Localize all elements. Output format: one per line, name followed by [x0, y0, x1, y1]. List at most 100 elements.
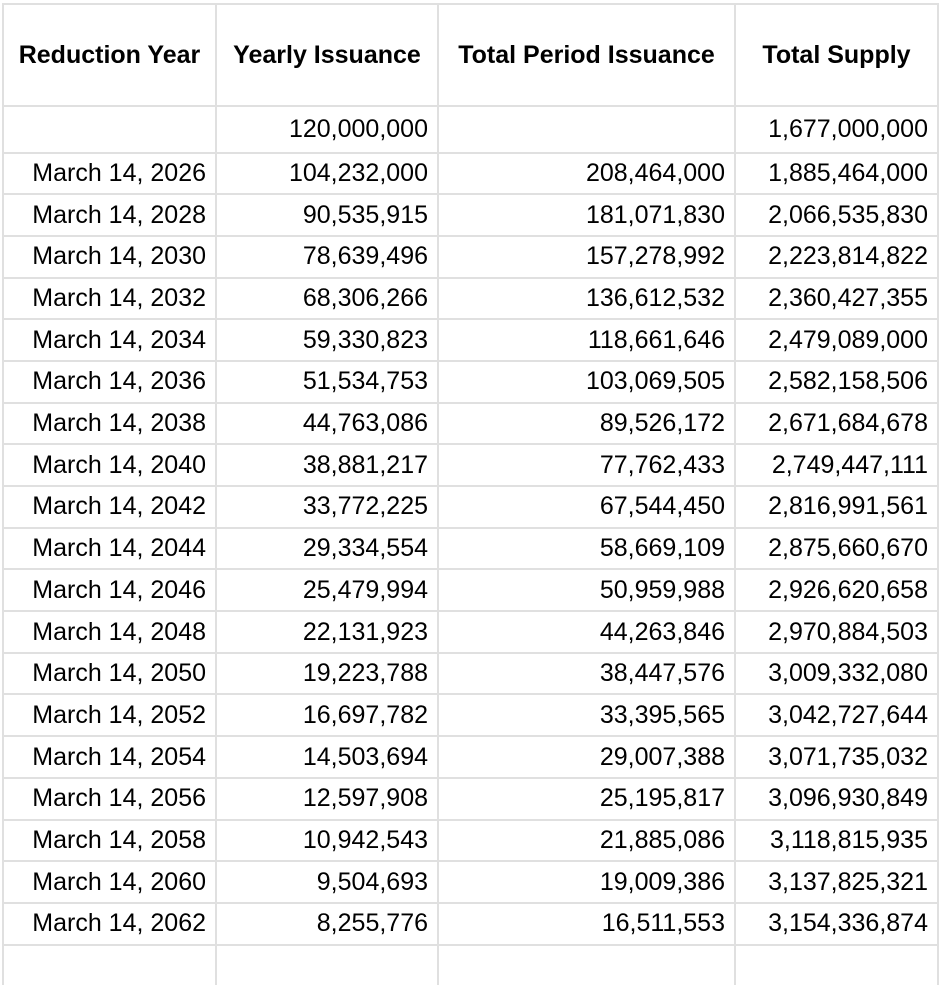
table-cell[interactable]	[437, 105, 736, 154]
table-cell[interactable]: 3,042,727,644	[734, 693, 939, 738]
table-cell[interactable]: March 14, 2048	[2, 610, 217, 654]
table-cell[interactable]: March 14, 2054	[2, 735, 217, 779]
table-row-partial	[2, 943, 939, 985]
table-cell[interactable]: 59,330,823	[215, 318, 439, 362]
table-cell[interactable]: 9,504,693	[215, 860, 439, 904]
table-cell[interactable]: 44,263,846	[437, 610, 736, 654]
table-cell[interactable]: March 14, 2044	[2, 526, 217, 571]
table-cell[interactable]: 3,118,815,935	[734, 818, 939, 863]
table-cell[interactable]: 51,534,753	[215, 359, 439, 404]
table-cell[interactable]: 103,069,505	[437, 359, 736, 404]
table-cell[interactable]: 29,334,554	[215, 526, 439, 571]
table-row: March 14, 2026 104,232,000 208,464,000 1,88…	[2, 151, 939, 196]
table-cell[interactable]: 25,195,817	[437, 776, 736, 821]
column-header-yearly-issuance[interactable]: Yearly Issuance	[215, 3, 439, 107]
table-cell[interactable]: 2,816,991,561	[734, 485, 939, 529]
table-cell[interactable]: 3,154,336,874	[734, 901, 939, 946]
table-cell[interactable]: 104,232,000	[215, 151, 439, 196]
table-cell[interactable]: 2,926,620,658	[734, 568, 939, 613]
table-cell[interactable]: 10,942,543	[215, 818, 439, 863]
table-cell[interactable]: 2,479,089,000	[734, 318, 939, 362]
table-cell[interactable]: 68,306,266	[215, 276, 439, 321]
table-cell[interactable]: 29,007,388	[437, 735, 736, 779]
table-cell[interactable]: March 14, 2032	[2, 276, 217, 321]
table-cell[interactable]: 3,096,930,849	[734, 776, 939, 821]
table-cell[interactable]: 120,000,000	[215, 105, 439, 154]
table-cell[interactable]: March 14, 2040	[2, 443, 217, 487]
table-cell[interactable]: 2,066,535,830	[734, 193, 939, 237]
table-cell[interactable]: 77,762,433	[437, 443, 736, 487]
table-cell[interactable]: 181,071,830	[437, 193, 736, 237]
table-cell[interactable]: March 14, 2030	[2, 234, 217, 279]
table-cell-empty[interactable]	[734, 943, 939, 985]
table-cell[interactable]: 90,535,915	[215, 193, 439, 237]
table-cell[interactable]: 2,875,660,670	[734, 526, 939, 571]
table-cell[interactable]: 3,009,332,080	[734, 651, 939, 696]
table-cell[interactable]: March 14, 2034	[2, 318, 217, 362]
table-row: March 14, 2058 10,942,543 21,885,086 3,118,…	[2, 818, 939, 863]
table-cell[interactable]: 67,544,450	[437, 485, 736, 529]
table-cell-empty[interactable]	[215, 943, 439, 985]
table-cell[interactable]: March 14, 2046	[2, 568, 217, 613]
table-cell[interactable]: 16,697,782	[215, 693, 439, 738]
column-header-total-supply[interactable]: Total Supply	[734, 3, 939, 107]
table-cell[interactable]: 38,881,217	[215, 443, 439, 487]
table-row: March 14, 2060 9,504,693 19,009,386 3,137,8…	[2, 860, 939, 904]
table-cell-empty[interactable]	[437, 943, 736, 985]
table-cell[interactable]: 33,772,225	[215, 485, 439, 529]
table-cell[interactable]: 208,464,000	[437, 151, 736, 196]
column-header-total-period-issuance[interactable]: Total Period Issuance	[437, 3, 736, 107]
table-cell[interactable]: 2,671,684,678	[734, 401, 939, 446]
table-row: March 14, 2054 14,503,694 29,007,388 3,071,…	[2, 735, 939, 779]
table-cell[interactable]: 3,137,825,321	[734, 860, 939, 904]
issuance-schedule-table: Reduction Year Yearly Issuance Total Per…	[2, 3, 939, 985]
table-cell[interactable]: 157,278,992	[437, 234, 736, 279]
table-cell[interactable]: 44,763,086	[215, 401, 439, 446]
table-cell[interactable]: 21,885,086	[437, 818, 736, 863]
table-cell[interactable]: 136,612,532	[437, 276, 736, 321]
table-cell[interactable]: 2,360,427,355	[734, 276, 939, 321]
table-row: March 14, 2052 16,697,782 33,395,565 3,042,…	[2, 693, 939, 738]
table-cell[interactable]: March 14, 2062	[2, 901, 217, 946]
table-cell-empty[interactable]	[2, 943, 217, 985]
table-cell[interactable]: March 14, 2028	[2, 193, 217, 237]
table-cell[interactable]: March 14, 2052	[2, 693, 217, 738]
table-cell[interactable]	[2, 105, 217, 154]
table-cell[interactable]: 2,970,884,503	[734, 610, 939, 654]
column-header-reduction-year[interactable]: Reduction Year	[2, 3, 217, 107]
table-cell[interactable]: 1,885,464,000	[734, 151, 939, 196]
table-cell[interactable]: March 14, 2050	[2, 651, 217, 696]
table-cell[interactable]: March 14, 2060	[2, 860, 217, 904]
table-cell[interactable]: 118,661,646	[437, 318, 736, 362]
table-cell[interactable]: 89,526,172	[437, 401, 736, 446]
table-cell[interactable]: 78,639,496	[215, 234, 439, 279]
table-cell[interactable]: 2,223,814,822	[734, 234, 939, 279]
table-cell[interactable]: 19,223,788	[215, 651, 439, 696]
table-cell[interactable]: 33,395,565	[437, 693, 736, 738]
table-cell[interactable]: 25,479,994	[215, 568, 439, 613]
table-cell[interactable]: 16,511,553	[437, 901, 736, 946]
table-row: March 14, 2034 59,330,823 118,661,646 2,479…	[2, 318, 939, 362]
table-cell[interactable]: March 14, 2038	[2, 401, 217, 446]
table-cell[interactable]: 22,131,923	[215, 610, 439, 654]
table-cell[interactable]: 2,582,158,506	[734, 359, 939, 404]
table-row: March 14, 2042 33,772,225 67,544,450 2,816,…	[2, 485, 939, 529]
table-cell[interactable]: 14,503,694	[215, 735, 439, 779]
table-cell[interactable]: March 14, 2036	[2, 359, 217, 404]
table-cell[interactable]: 1,677,000,000	[734, 105, 939, 154]
table-row: March 14, 2044 29,334,554 58,669,109 2,875,…	[2, 526, 939, 571]
table-cell[interactable]: March 14, 2026	[2, 151, 217, 196]
table-cell[interactable]: 58,669,109	[437, 526, 736, 571]
table-cell[interactable]: March 14, 2058	[2, 818, 217, 863]
table-cell[interactable]: 3,071,735,032	[734, 735, 939, 779]
table-cell[interactable]: 19,009,386	[437, 860, 736, 904]
table-row: March 14, 2056 12,597,908 25,195,817 3,096,…	[2, 776, 939, 821]
table-cell[interactable]: 8,255,776	[215, 901, 439, 946]
header-row: Reduction Year Yearly Issuance Total Per…	[2, 3, 939, 107]
table-cell[interactable]: 50,959,988	[437, 568, 736, 613]
table-cell[interactable]: March 14, 2042	[2, 485, 217, 529]
table-cell[interactable]: 38,447,576	[437, 651, 736, 696]
table-cell[interactable]: 12,597,908	[215, 776, 439, 821]
table-cell[interactable]: March 14, 2056	[2, 776, 217, 821]
table-cell[interactable]: 2,749,447,111	[734, 443, 939, 487]
